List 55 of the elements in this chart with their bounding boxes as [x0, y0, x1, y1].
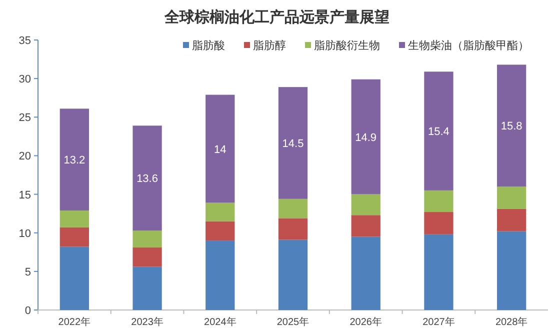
y-tick-label: 30: [18, 74, 31, 86]
bar: [132, 266, 162, 310]
bar: [351, 215, 380, 237]
bar: [206, 94, 235, 203]
bar: [424, 234, 454, 310]
y-tick-label: 0: [24, 305, 31, 317]
bar: [424, 190, 454, 212]
data-label: 13.6: [136, 173, 158, 186]
bar: [424, 212, 454, 234]
y-tick-label: 5: [24, 266, 31, 278]
data-label: 14.5: [282, 138, 304, 150]
chart-title: 全球棕榈油化工产品远景产量展望: [164, 8, 390, 26]
data-label: 15.8: [500, 120, 522, 133]
legend-label: 生物柴油（脂肪酸甲酯）: [408, 39, 529, 52]
legend-label: 脂肪醇: [253, 39, 286, 52]
y-tick-label: 35: [18, 35, 31, 47]
bar: [132, 230, 162, 248]
bar: [60, 108, 89, 210]
bar: [132, 126, 162, 231]
bar: [497, 64, 526, 187]
bar: [351, 236, 380, 310]
bar: [278, 87, 308, 199]
bar: [351, 194, 380, 216]
bar: [278, 218, 308, 240]
bar: [424, 72, 454, 190]
bar: [206, 202, 235, 222]
y-tick-label: 20: [18, 150, 31, 163]
bar: [206, 240, 235, 310]
bar: [60, 246, 89, 310]
bar: [60, 227, 89, 247]
x-tick-label: 2024年: [204, 316, 236, 328]
y-tick-label: 15: [18, 189, 31, 202]
x-tick-label: 2026年: [350, 316, 382, 328]
x-tick-label: 2023年: [131, 316, 164, 328]
bar: [60, 210, 89, 228]
bar: [497, 231, 526, 310]
x-tick-label: 2025年: [276, 316, 310, 328]
legend-label: 脂肪酸衍生物: [314, 39, 380, 52]
x-tick-label: 2022年: [58, 316, 91, 328]
bar: [278, 240, 308, 310]
data-label: 14.9: [355, 132, 377, 144]
bar: [497, 208, 526, 232]
data-label: 15.4: [428, 126, 450, 138]
data-label: 14: [214, 144, 226, 156]
bar: [278, 198, 308, 218]
bar: [497, 186, 526, 209]
y-tick-label: 10: [18, 228, 31, 240]
bar: [351, 79, 380, 194]
bar: [132, 248, 162, 267]
y-tick-label: 25: [18, 112, 31, 124]
legend-label: 脂肪酸: [192, 39, 225, 52]
data-label: 13.2: [64, 154, 86, 167]
x-tick-label: 2028年: [495, 316, 528, 328]
bar: [206, 221, 235, 241]
x-tick-label: 2027年: [422, 316, 455, 328]
